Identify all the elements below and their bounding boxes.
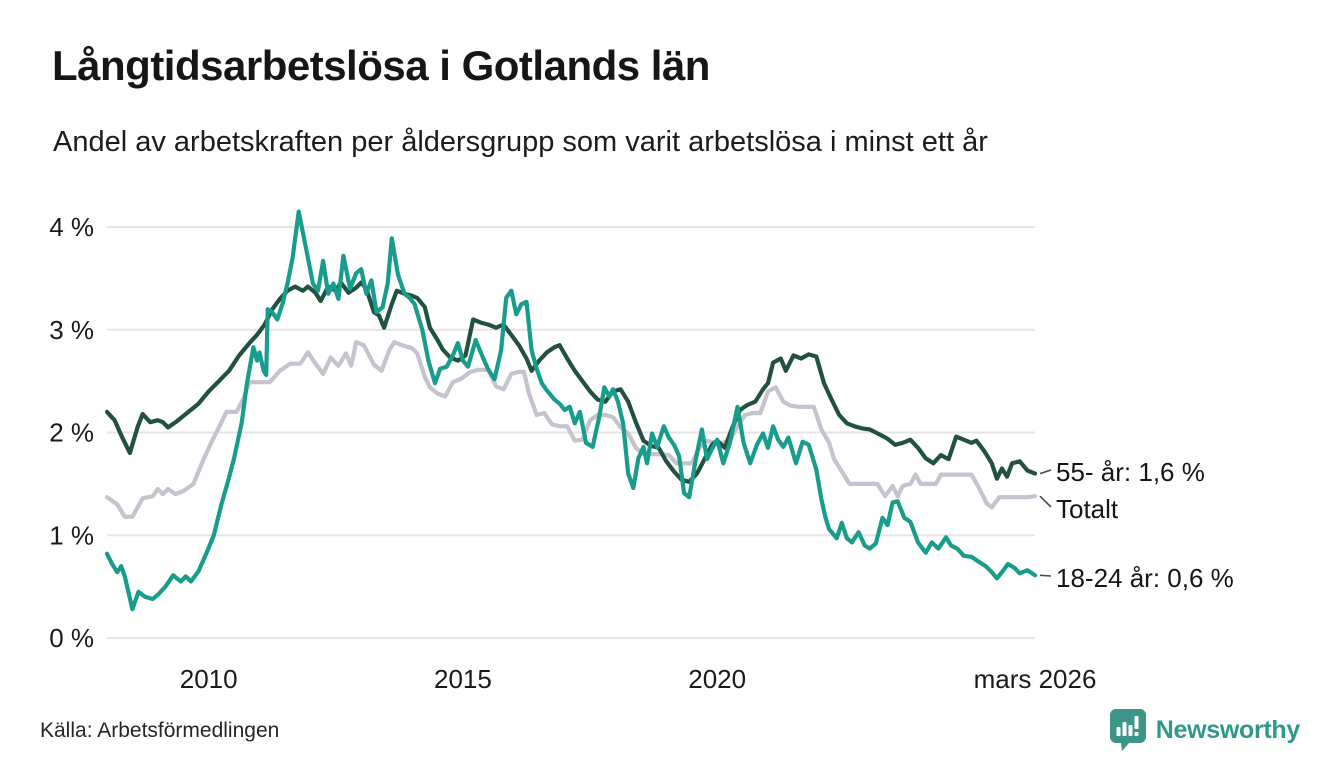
label-leader-line xyxy=(1039,574,1052,577)
y-tick-label: 3 % xyxy=(49,315,94,345)
page-subtitle: Andel av arbetskraften per åldersgrupp s… xyxy=(53,126,988,158)
brand-lockup: Newsworthy xyxy=(1109,708,1300,752)
series-line-55- år xyxy=(104,280,1038,484)
series-line-Totalt xyxy=(104,340,1038,519)
page-title: Långtidsarbetslösa i Gotlands län xyxy=(52,42,710,89)
brand-name: Newsworthy xyxy=(1155,715,1301,744)
series-end-label-totalt: Totalt xyxy=(1056,494,1119,524)
y-tick-label: 1 % xyxy=(49,520,94,550)
newsworthy-chart-bubble-icon xyxy=(1109,709,1146,751)
series-end-label-55: 55- år: 1,6 % xyxy=(1056,457,1205,487)
x-tick-label: 2010 xyxy=(180,664,238,694)
series-end-label-18-24: 18-24 år: 0,6 % xyxy=(1056,563,1234,593)
series-line-18-24 år xyxy=(104,209,1038,612)
y-tick-label: 0 % xyxy=(49,623,94,653)
label-leader-line xyxy=(1039,495,1052,508)
x-tick-label: 2015 xyxy=(434,664,492,694)
x-tick-label: mars 2026 xyxy=(974,664,1097,694)
label-leader-line xyxy=(1039,469,1052,475)
source-note: Källa: Arbetsförmedlingen xyxy=(40,719,280,742)
y-tick-label: 2 % xyxy=(49,418,94,448)
y-tick-label: 4 % xyxy=(49,212,94,242)
x-tick-label: 2020 xyxy=(688,664,746,694)
